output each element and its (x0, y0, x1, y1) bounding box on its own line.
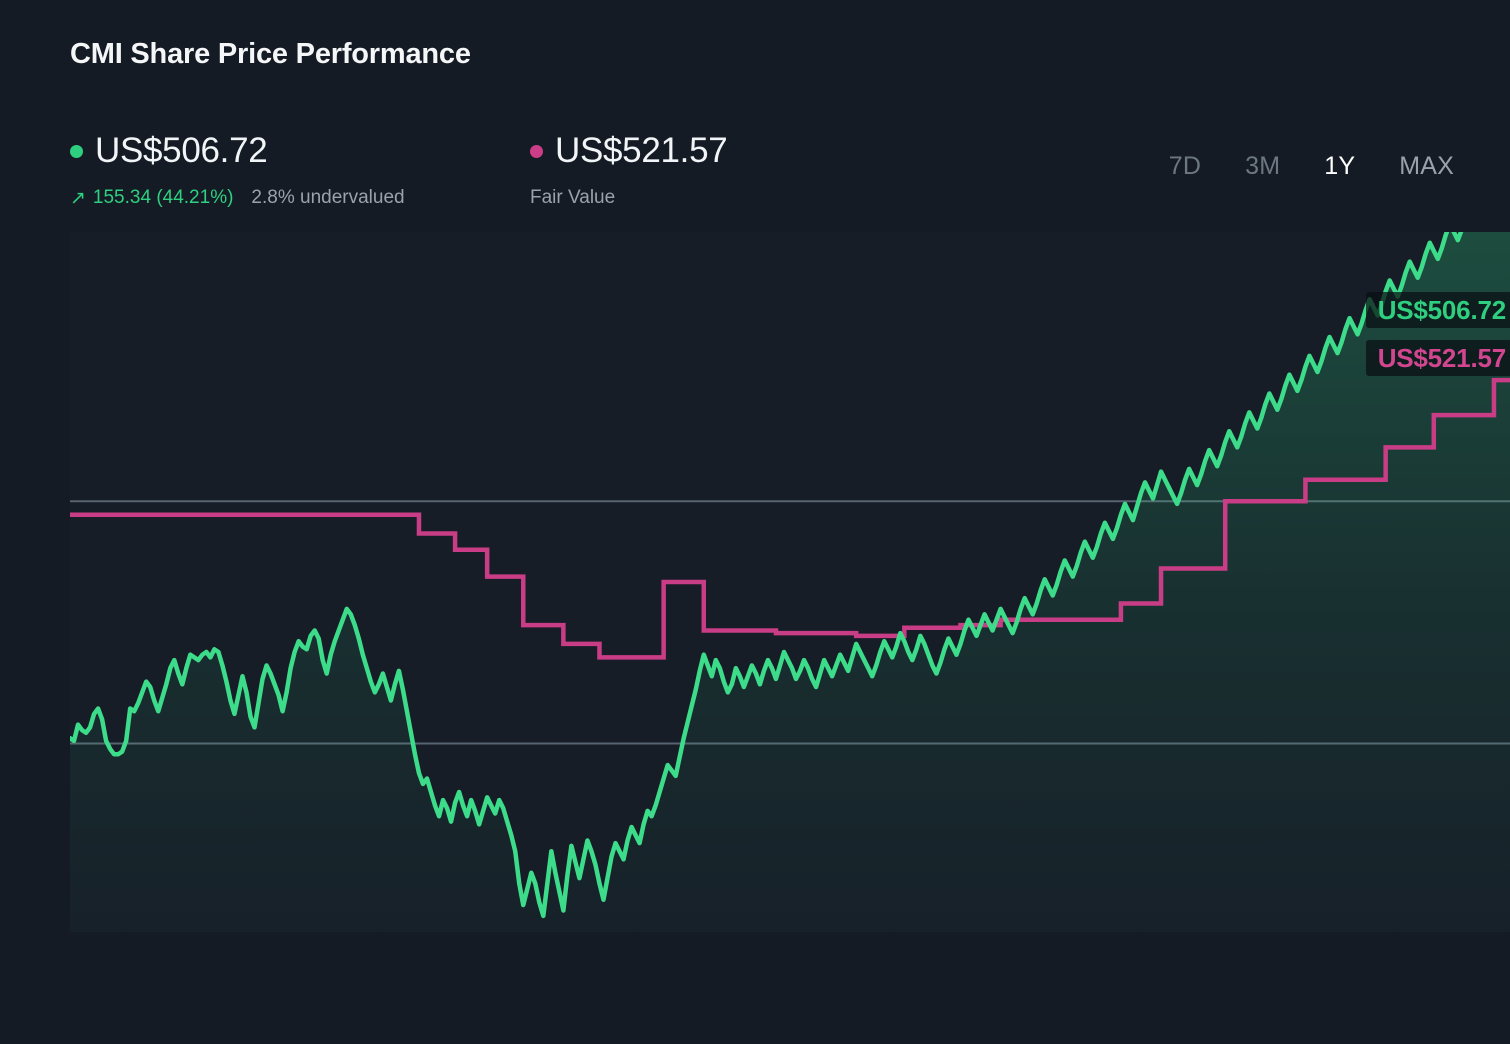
time-range-selector[interactable]: 7D 3M 1Y MAX (1147, 150, 1476, 183)
fair-value-tag: US$521.57 (1365, 340, 1510, 376)
share-price-value: US$506.72 (95, 130, 268, 170)
page-title: CMI Share Price Performance (70, 38, 471, 70)
fair-value-stat: US$521.57 Fair Value (530, 128, 728, 208)
price-value-tag: US$506.72 (1365, 292, 1510, 328)
price-chart-svg (70, 232, 1510, 932)
share-price-line (70, 232, 1464, 919)
range-button-7d[interactable]: 7D (1147, 150, 1223, 183)
arrow-up-icon: ↗ (70, 188, 86, 209)
valuation-status: 2.8% undervalued (251, 187, 405, 208)
fair-value-value: US$521.57 (555, 130, 728, 170)
price-chart[interactable]: US$506.72 US$521.57 (70, 232, 1510, 932)
range-button-3m[interactable]: 3M (1223, 150, 1302, 183)
price-change-value: 155.34 (44.21%) (92, 187, 234, 208)
share-price-stat: US$506.72 ↗ 155.34 (44.21%) 2.8% underva… (70, 128, 405, 209)
fair-value-label: Fair Value (530, 187, 616, 208)
price-legend-dot-icon (70, 144, 83, 158)
fair-value-line (70, 377, 1510, 660)
range-button-1y[interactable]: 1Y (1302, 150, 1377, 183)
chart-legend-stats: US$506.72 ↗ 155.34 (44.21%) 2.8% underva… (70, 128, 1070, 220)
price-area-fill (70, 232, 1510, 932)
fair-value-legend-dot-icon (530, 144, 543, 158)
range-button-max[interactable]: MAX (1377, 150, 1476, 183)
